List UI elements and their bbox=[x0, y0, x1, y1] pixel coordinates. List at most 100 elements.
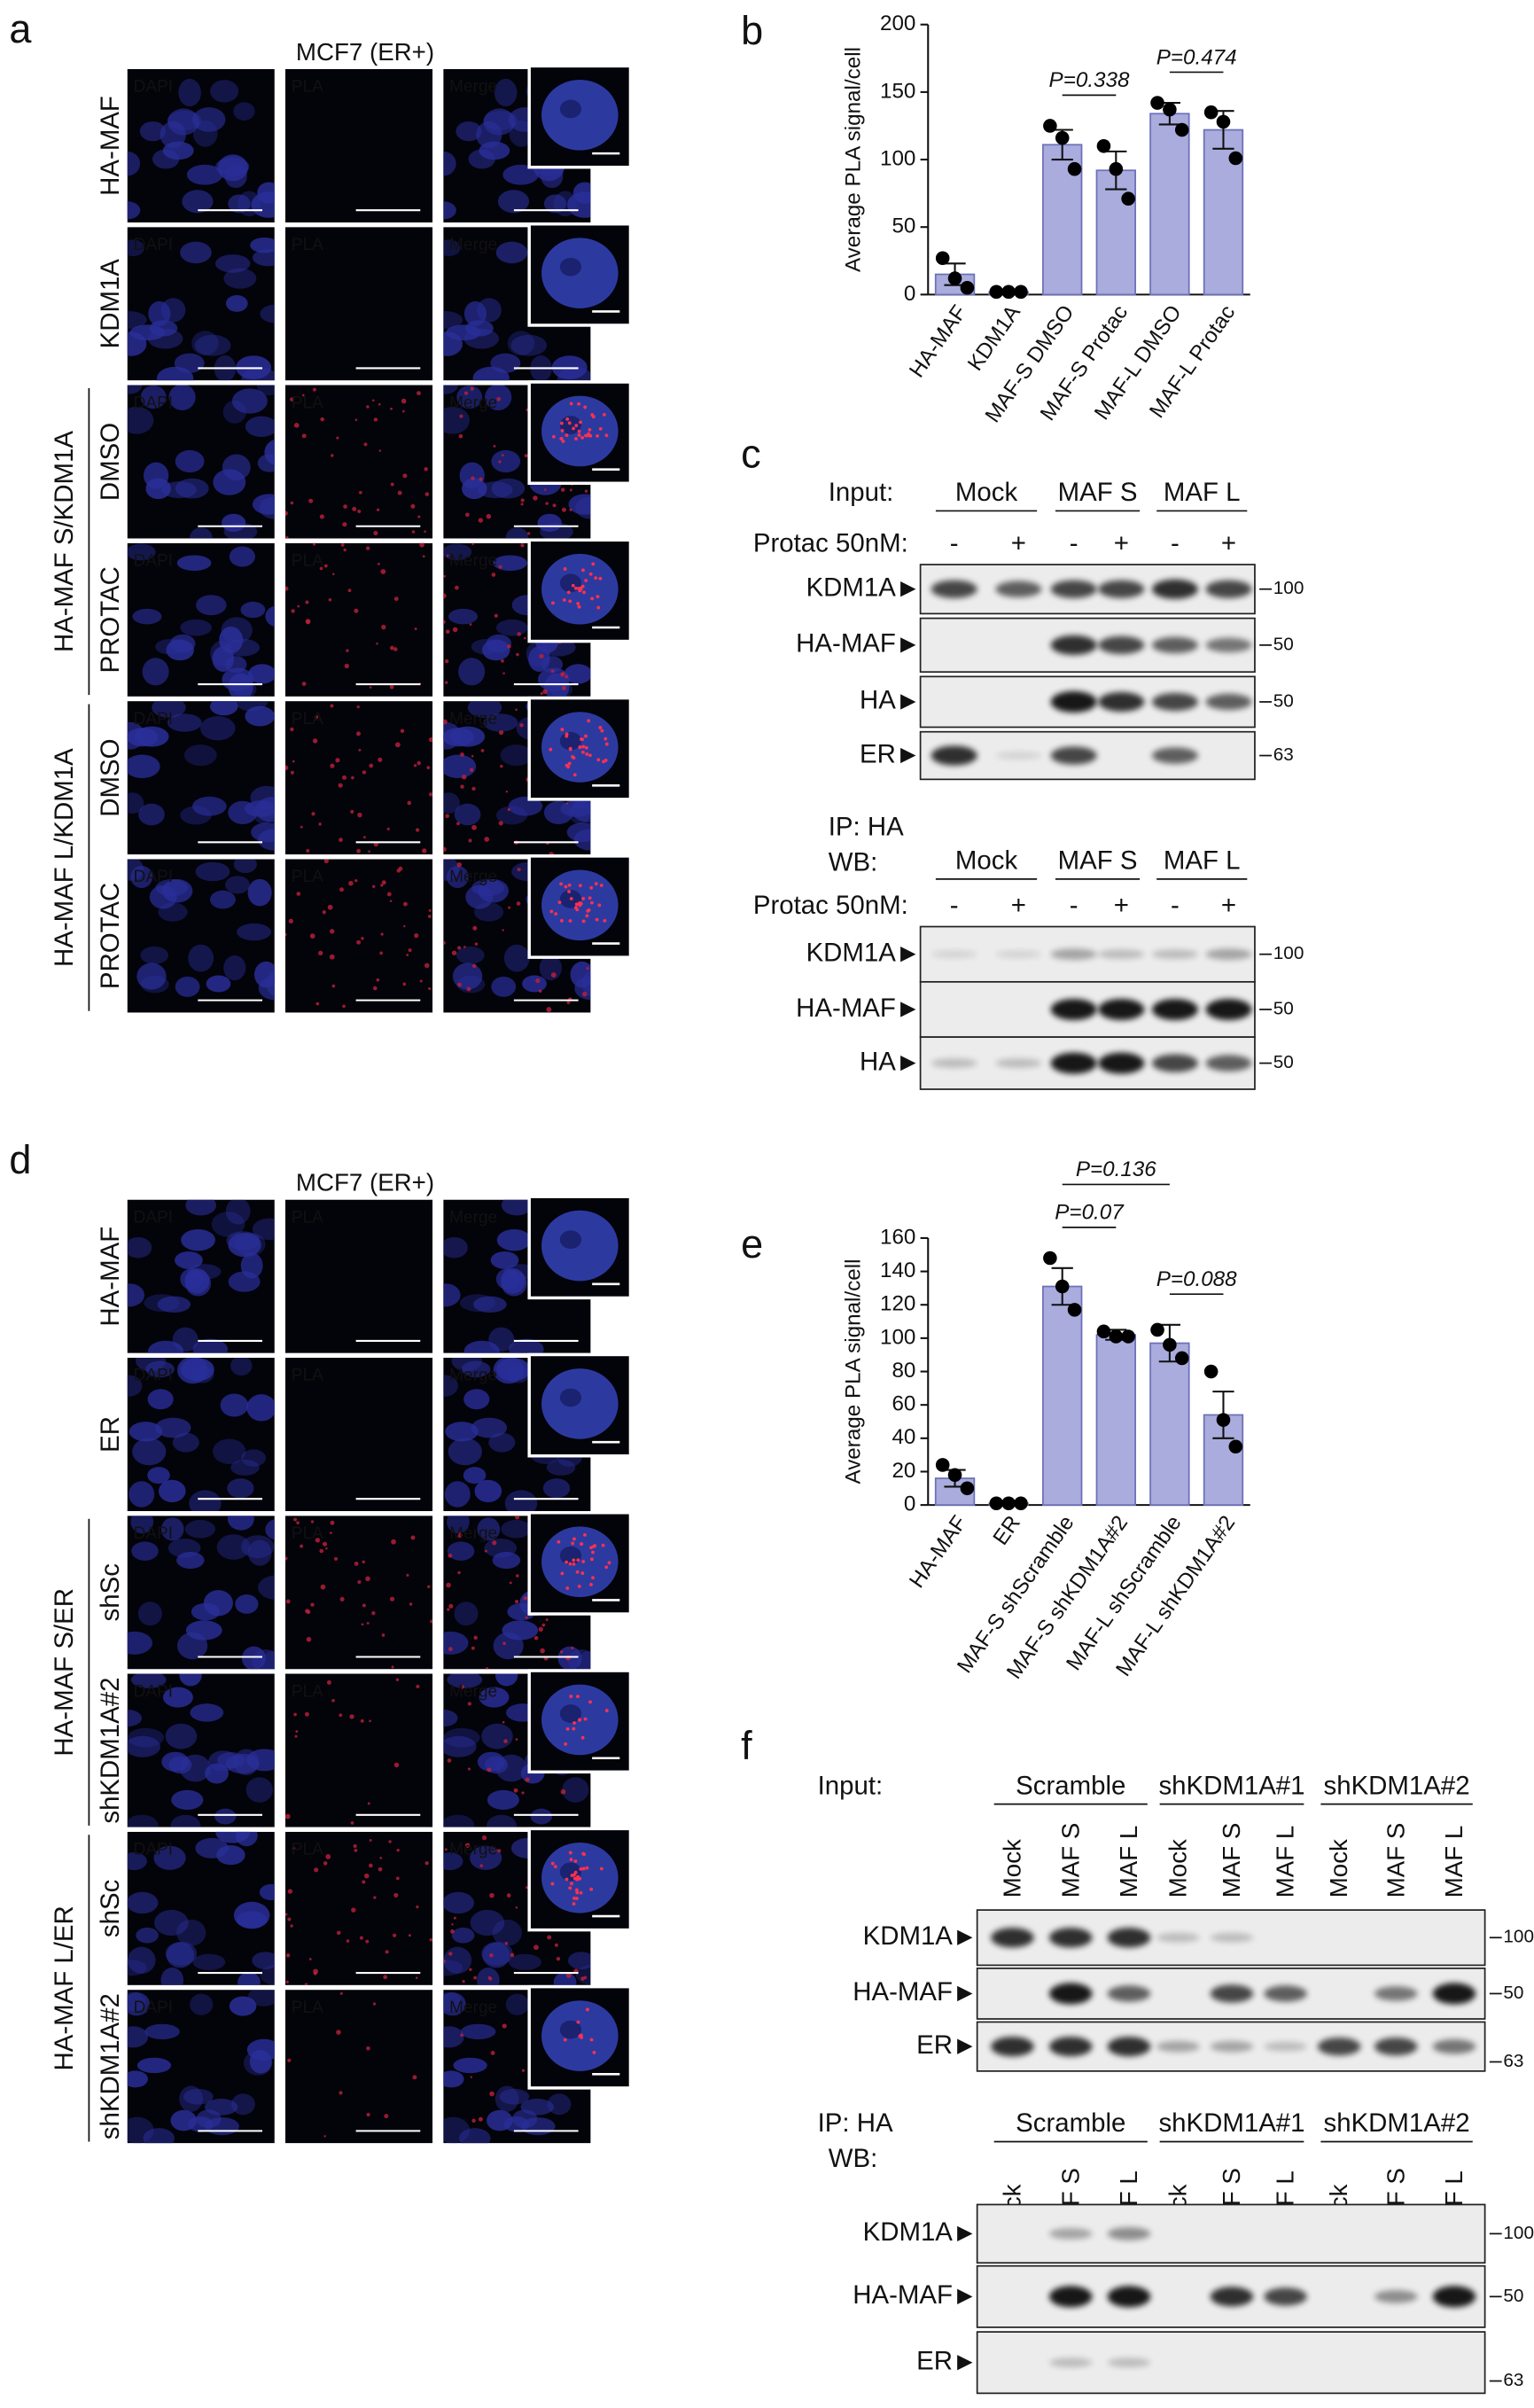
pla-dot bbox=[380, 884, 384, 887]
pla-dot bbox=[331, 1699, 335, 1703]
nucleus bbox=[509, 120, 534, 147]
nucleus bbox=[127, 1946, 156, 1974]
section-title: WB: bbox=[829, 2144, 878, 2173]
pla-dot bbox=[376, 642, 378, 645]
nucleus bbox=[497, 190, 530, 214]
blot-row-label: KDM1A bbox=[863, 2217, 954, 2247]
nucleus bbox=[496, 1228, 532, 1251]
inset-pla-dot bbox=[549, 747, 553, 752]
nucleus bbox=[265, 605, 275, 627]
pla-dot bbox=[293, 1517, 298, 1522]
pla-dot bbox=[369, 763, 374, 768]
nucleus bbox=[547, 2093, 572, 2116]
nucleus bbox=[127, 1710, 142, 1727]
band bbox=[1107, 1985, 1151, 2002]
inset-pla-dot bbox=[559, 436, 564, 440]
nucleus bbox=[127, 2070, 148, 2088]
pla-dot bbox=[332, 573, 335, 575]
mw-marker: 63 bbox=[1273, 744, 1294, 765]
inset-pla-dot bbox=[573, 1859, 578, 1863]
nucleus bbox=[132, 608, 162, 625]
inset-nucleus bbox=[541, 80, 619, 151]
band bbox=[1049, 2286, 1093, 2308]
pla-dot bbox=[343, 504, 347, 509]
lane-label: + bbox=[1221, 891, 1236, 920]
nucleus bbox=[196, 595, 227, 616]
inset-pla-dot bbox=[560, 429, 565, 433]
band bbox=[931, 580, 977, 598]
pla-dot bbox=[489, 1952, 494, 1958]
data-point bbox=[947, 1468, 962, 1483]
nucleus bbox=[488, 1432, 516, 1453]
lane-label: Mock bbox=[999, 1839, 1026, 1898]
nucleus bbox=[264, 439, 275, 465]
pla-dot bbox=[448, 1553, 453, 1558]
pla-dot bbox=[319, 566, 323, 571]
pla-dot bbox=[502, 929, 504, 931]
column-label: PLA bbox=[292, 1841, 323, 1859]
inset-pla-dot bbox=[585, 1866, 589, 1870]
nucleus bbox=[492, 1551, 521, 1570]
pla-dot bbox=[356, 848, 361, 853]
pla-dot bbox=[467, 1767, 471, 1771]
blot-row-label: ER bbox=[916, 2347, 953, 2376]
nucleus bbox=[222, 400, 246, 424]
inset-pla-dot bbox=[607, 1561, 611, 1565]
band bbox=[1205, 1055, 1252, 1072]
pla-dot bbox=[526, 532, 531, 535]
nucleus bbox=[127, 1852, 147, 1871]
pla-dot bbox=[496, 397, 502, 401]
pla-dot bbox=[369, 1719, 371, 1723]
lane-label: MAF L bbox=[1115, 1826, 1142, 1898]
nucleus bbox=[447, 1673, 483, 1688]
nucleus bbox=[467, 701, 502, 718]
nucleus bbox=[136, 962, 167, 990]
pla-dot bbox=[517, 632, 522, 636]
pla-dot bbox=[451, 1923, 454, 1926]
pla-dot bbox=[365, 1576, 370, 1582]
band bbox=[1374, 2290, 1418, 2303]
pla-dot bbox=[301, 394, 305, 397]
pla-dot bbox=[484, 1549, 487, 1553]
pla-dot bbox=[515, 708, 518, 712]
nucleus bbox=[447, 1516, 470, 1534]
pla-dot bbox=[506, 1893, 511, 1898]
nucleus bbox=[224, 638, 261, 657]
pla-dot bbox=[361, 937, 364, 940]
micrograph bbox=[127, 1990, 275, 2144]
pla-dot bbox=[343, 548, 347, 552]
data-point bbox=[1096, 1324, 1111, 1339]
pla-dot bbox=[582, 991, 588, 997]
inset-pla-dot bbox=[584, 579, 588, 582]
arrowhead bbox=[957, 2038, 973, 2054]
pla-dot bbox=[515, 1906, 518, 1909]
panel-label: c bbox=[741, 432, 761, 477]
inset-pla-dot bbox=[589, 2038, 594, 2042]
pla-dot bbox=[498, 821, 503, 826]
nucleus bbox=[495, 619, 528, 636]
pla-dot bbox=[390, 407, 393, 410]
pla-dot bbox=[521, 2069, 526, 2072]
section-title: WB: bbox=[829, 847, 878, 877]
pla-dot bbox=[502, 2023, 507, 2029]
band bbox=[1098, 635, 1145, 655]
pla-dot bbox=[300, 1544, 304, 1548]
nucleus bbox=[147, 1340, 184, 1353]
inset-pla-dot bbox=[580, 750, 585, 754]
pla-dot bbox=[586, 966, 589, 970]
nucleus bbox=[510, 334, 548, 356]
row-label: shKDM1A#2 bbox=[96, 1678, 125, 1824]
nucleus bbox=[222, 454, 251, 480]
pla-dot bbox=[362, 1603, 366, 1608]
micrograph-bg bbox=[284, 68, 433, 223]
pla-dot bbox=[395, 1678, 400, 1681]
inset-pla-dot bbox=[580, 737, 583, 741]
panel-label: d bbox=[9, 1137, 31, 1182]
pla-dot bbox=[327, 904, 333, 910]
micrograph-bg bbox=[284, 701, 433, 855]
pla-dot bbox=[331, 454, 334, 457]
pla-dot bbox=[504, 1942, 509, 1945]
pla-dot bbox=[460, 784, 464, 789]
pla-dot bbox=[479, 1864, 484, 1867]
nucleus bbox=[158, 1479, 186, 1503]
